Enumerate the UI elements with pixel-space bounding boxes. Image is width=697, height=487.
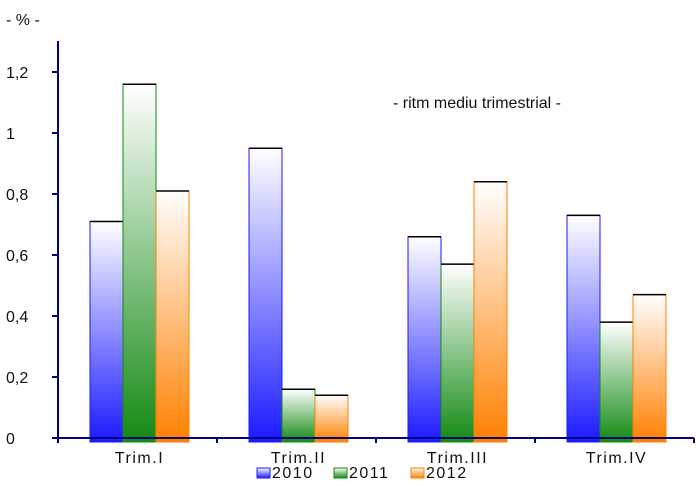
y-axis-ticks: 0 0,2 0,4 0,6 0,8 1 1,2 — [6, 65, 58, 448]
legend: 2010 2011 2012 — [256, 465, 468, 482]
y-tick-label: 0,4 — [6, 309, 28, 326]
bar-2011-trim-iii — [440, 263, 475, 443]
legend-label-2012: 2012 — [426, 465, 468, 482]
y-tick-label: 0,6 — [6, 248, 28, 265]
legend-swatch-2012 — [410, 467, 425, 479]
bar-2012-trim-i — [155, 190, 190, 443]
bar-2011-trim-i — [122, 83, 157, 443]
bar-2010-trim-iv — [566, 214, 601, 443]
x-tick-label: Trim.II — [271, 450, 326, 467]
x-tick-label: Trim.I — [115, 450, 164, 467]
y-tick-label: 1,2 — [6, 65, 28, 82]
y-tick-label: 0,2 — [6, 370, 28, 387]
bars-group — [89, 83, 667, 443]
legend-label-2010: 2010 — [272, 465, 314, 482]
bar-2012-trim-iii — [473, 181, 508, 443]
bar-2010-trim-ii — [248, 147, 283, 443]
chart-annotation: - ritm mediu trimestrial - — [393, 95, 561, 112]
bar-2012-trim-ii — [314, 394, 349, 443]
bar-2011-trim-iv — [599, 321, 634, 443]
bar-2012-trim-iv — [632, 294, 667, 443]
bar-2011-trim-ii — [281, 388, 316, 443]
bar-2010-trim-iii — [407, 236, 442, 443]
legend-label-2011: 2011 — [349, 465, 389, 482]
legend-swatch-2011 — [333, 467, 348, 479]
x-axis-ticks: Trim.I Trim.II Trim.III Trim.IV — [57, 438, 695, 467]
y-tick-label: 0 — [6, 431, 15, 448]
x-tick-label: Trim.III — [427, 450, 488, 467]
legend-swatch-2010 — [256, 467, 271, 479]
y-tick-label: 0,8 — [6, 187, 28, 204]
y-axis-unit-label: - % - — [6, 12, 40, 29]
x-tick-label: Trim.IV — [586, 450, 647, 467]
y-tick-label: 1 — [6, 126, 15, 143]
bar-2010-trim-i — [89, 220, 124, 443]
